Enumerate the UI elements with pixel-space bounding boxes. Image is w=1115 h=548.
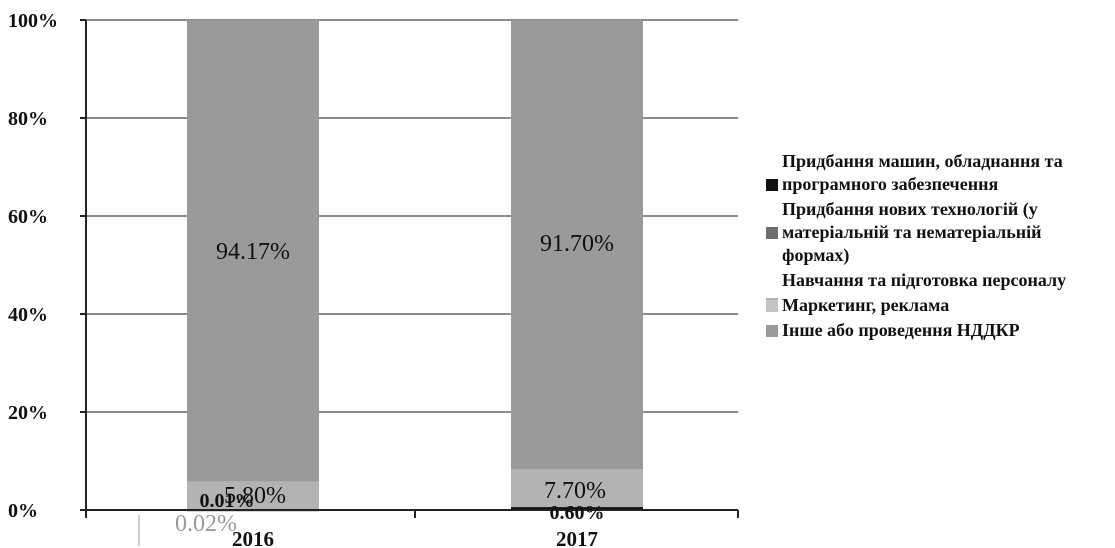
legend-entry: Придбання нових технологій (у матеріальн… [758, 198, 1113, 267]
y-tick-label: 60% [8, 206, 48, 228]
legend: Придбання машин, обладнання та програмно… [758, 150, 1113, 344]
data-label: 0.02% [175, 511, 237, 537]
legend-entry: Придбання машин, обладнання та програмно… [758, 150, 1113, 196]
legend-entry: Маркетинг, реклама [758, 294, 1113, 317]
bars [187, 20, 643, 512]
legend-label: Навчання та підготовка персоналу [782, 270, 1067, 290]
legend-swatch [766, 325, 778, 337]
data-label: 5.80% [224, 483, 286, 509]
data-label: 7.70% [544, 478, 606, 504]
data-label: 91.70% [540, 231, 614, 257]
y-tick-label: 40% [8, 304, 48, 326]
legend-label: Придбання машин, обладнання та програмно… [782, 151, 1063, 194]
bar-segment [511, 469, 643, 508]
legend-swatch [766, 300, 778, 312]
legend-label: Придбання нових технологій (у матеріальн… [782, 199, 1042, 265]
y-tick-label: 20% [8, 402, 48, 424]
legend-swatch [766, 227, 778, 239]
legend-label: Маркетинг, реклама [782, 295, 950, 315]
y-tick-label: 100% [8, 10, 58, 32]
legend-label: Інше або проведення НДДКР [782, 320, 1020, 340]
data-label: 0.60% [550, 502, 605, 524]
legend-swatch [766, 179, 778, 191]
data-label: 94.17% [216, 239, 290, 265]
x-category-label: 2017 [556, 527, 598, 548]
bar-segment [511, 20, 643, 470]
labels: 0% 20% 40% 60% 80% 100% 2016 2017 0.01% 0.60% 0.02… [8, 10, 614, 548]
legend-entry: Навчання та підготовка персоналу [758, 269, 1113, 310]
y-tick-label: 0% [8, 500, 38, 522]
bar-segment [187, 481, 319, 510]
stacked-bar-chart: 0% 20% 40% 60% 80% 100% 2016 2017 0.01% 0.60% 0.02… [8, 10, 739, 548]
legend-entry: Інше або проведення НДДКР [758, 319, 1113, 342]
x-category-label: 2016 [232, 527, 274, 548]
axes [80, 19, 739, 518]
y-tick-label: 80% [8, 108, 48, 130]
bar-segment [187, 20, 319, 482]
bar-segment [511, 507, 643, 510]
data-label: 0.01% [200, 490, 255, 512]
